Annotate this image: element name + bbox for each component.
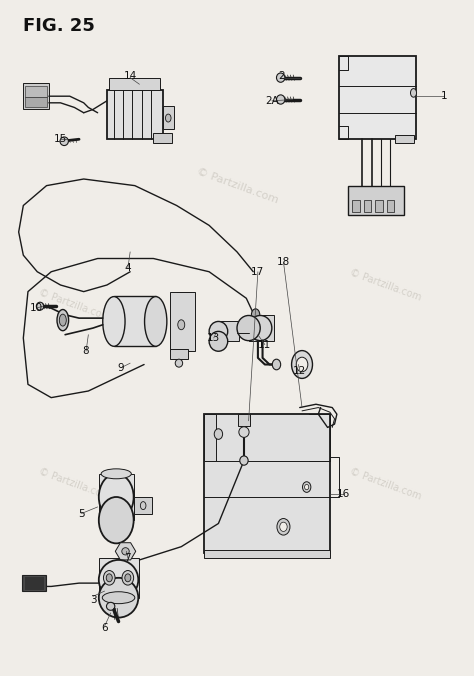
Text: 7: 7	[125, 553, 131, 563]
Text: © Partzilla.com: © Partzilla.com	[200, 466, 274, 502]
Bar	[99, 474, 134, 521]
Bar	[238, 414, 250, 426]
Text: 2: 2	[278, 72, 284, 81]
Ellipse shape	[209, 322, 228, 341]
Text: 10: 10	[30, 304, 43, 313]
Text: © Partzilla.com: © Partzilla.com	[37, 466, 111, 502]
Bar	[348, 186, 404, 216]
Bar	[387, 200, 394, 212]
Text: © Partzilla.com: © Partzilla.com	[348, 268, 423, 303]
Ellipse shape	[209, 331, 228, 352]
Text: © Partzilla.com: © Partzilla.com	[195, 166, 279, 205]
Ellipse shape	[103, 297, 125, 346]
Bar	[375, 200, 383, 212]
Text: © Partzilla.com: © Partzilla.com	[37, 287, 111, 322]
Text: 15: 15	[54, 135, 67, 144]
Ellipse shape	[99, 497, 134, 544]
Bar	[204, 414, 330, 553]
Bar	[204, 414, 216, 460]
Text: © Partzilla.com: © Partzilla.com	[348, 466, 423, 502]
Ellipse shape	[102, 592, 135, 604]
Ellipse shape	[175, 359, 182, 367]
Bar	[170, 291, 195, 352]
Ellipse shape	[248, 316, 272, 341]
Bar	[25, 87, 47, 97]
Bar	[25, 97, 47, 107]
Text: 8: 8	[83, 346, 89, 356]
Ellipse shape	[276, 73, 285, 82]
Text: 5: 5	[78, 508, 85, 518]
Text: 6: 6	[101, 623, 108, 633]
Bar	[22, 575, 46, 591]
Ellipse shape	[140, 502, 146, 510]
Ellipse shape	[277, 518, 290, 535]
Text: 14: 14	[124, 72, 137, 81]
Ellipse shape	[239, 427, 249, 437]
Bar	[395, 135, 413, 143]
Ellipse shape	[292, 351, 312, 379]
Ellipse shape	[106, 574, 112, 582]
Ellipse shape	[240, 456, 248, 465]
Bar	[219, 322, 239, 341]
Ellipse shape	[107, 602, 115, 610]
Ellipse shape	[122, 571, 134, 585]
Ellipse shape	[276, 95, 285, 104]
Text: 16: 16	[337, 489, 350, 499]
Text: 9: 9	[118, 363, 124, 372]
Polygon shape	[115, 543, 136, 560]
Ellipse shape	[302, 482, 311, 492]
Ellipse shape	[280, 522, 287, 531]
Bar	[204, 550, 330, 558]
Ellipse shape	[237, 316, 260, 341]
Ellipse shape	[60, 137, 68, 145]
Bar	[352, 200, 360, 212]
Ellipse shape	[272, 359, 281, 370]
Ellipse shape	[178, 320, 185, 330]
Text: 17: 17	[251, 267, 264, 276]
Ellipse shape	[36, 302, 44, 310]
Bar	[107, 90, 163, 139]
Bar	[114, 296, 155, 346]
Text: 2A: 2A	[265, 96, 279, 106]
Text: 13: 13	[207, 333, 220, 343]
Bar	[23, 83, 49, 110]
Ellipse shape	[122, 548, 129, 555]
Text: 11: 11	[258, 339, 272, 349]
Ellipse shape	[57, 310, 69, 331]
Ellipse shape	[99, 560, 138, 600]
Ellipse shape	[251, 309, 260, 321]
Ellipse shape	[296, 357, 308, 372]
Ellipse shape	[103, 571, 115, 585]
Bar	[154, 132, 172, 143]
Ellipse shape	[99, 474, 134, 521]
Text: 3: 3	[90, 595, 96, 604]
Text: FIG. 25: FIG. 25	[23, 17, 95, 34]
Bar	[170, 349, 188, 359]
Bar	[364, 200, 371, 212]
Text: 1: 1	[440, 91, 447, 101]
Text: 18: 18	[277, 257, 290, 267]
Ellipse shape	[99, 578, 138, 618]
Ellipse shape	[410, 89, 417, 97]
Ellipse shape	[125, 574, 131, 582]
Bar	[134, 497, 153, 514]
Bar	[24, 576, 44, 589]
Text: 4: 4	[125, 264, 131, 273]
Ellipse shape	[59, 314, 66, 326]
Bar	[163, 106, 174, 129]
Ellipse shape	[145, 297, 167, 346]
Ellipse shape	[214, 429, 223, 439]
Ellipse shape	[305, 485, 309, 489]
Text: 12: 12	[293, 366, 306, 376]
Bar	[99, 558, 138, 598]
Bar	[109, 78, 160, 89]
Ellipse shape	[165, 114, 171, 122]
Ellipse shape	[101, 469, 131, 479]
Bar	[248, 316, 274, 341]
Bar	[339, 56, 416, 139]
